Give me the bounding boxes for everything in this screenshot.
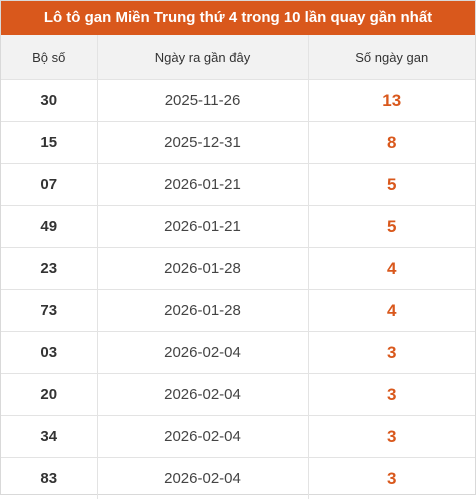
row-date: 2025-12-31: [97, 122, 308, 164]
table-row: 03 2026-02-04 3: [1, 332, 475, 374]
row-days: 4: [308, 290, 475, 332]
row-days: 5: [308, 206, 475, 248]
row-days: 3: [308, 332, 475, 374]
column-header-date: Ngày ra gần đây: [97, 35, 308, 80]
table-row: 34 2026-02-04 3: [1, 416, 475, 458]
row-days: 13: [308, 80, 475, 122]
widget-title: Lô tô gan Miền Trung thứ 4 trong 10 lần …: [1, 1, 475, 35]
row-number: 30: [1, 80, 97, 122]
row-days: 5: [308, 164, 475, 206]
row-number: 03: [1, 332, 97, 374]
row-date: 2026-01-28: [97, 290, 308, 332]
row-date: 2026-01-21: [97, 206, 308, 248]
row-number: 83: [1, 458, 97, 499]
row-number: 34: [1, 416, 97, 458]
table-row: 30 2025-11-26 13: [1, 80, 475, 122]
row-date: 2026-02-04: [97, 374, 308, 416]
column-header-number: Bộ số: [1, 35, 97, 80]
table-header-row: Bộ số Ngày ra gần đây Số ngày gan: [1, 35, 475, 80]
row-days: 3: [308, 374, 475, 416]
table-row: 15 2025-12-31 8: [1, 122, 475, 164]
table-row: 73 2026-01-28 4: [1, 290, 475, 332]
table-row: 49 2026-01-21 5: [1, 206, 475, 248]
column-header-days: Số ngày gan: [308, 35, 475, 80]
row-days: 4: [308, 248, 475, 290]
row-number: 49: [1, 206, 97, 248]
row-number: 20: [1, 374, 97, 416]
row-days: 3: [308, 458, 475, 499]
row-number: 73: [1, 290, 97, 332]
row-date: 2025-11-26: [97, 80, 308, 122]
row-date: 2026-02-04: [97, 332, 308, 374]
row-number: 23: [1, 248, 97, 290]
table-row: 83 2026-02-04 3: [1, 458, 475, 499]
lo-gan-table: Bộ số Ngày ra gần đây Số ngày gan 30 202…: [1, 35, 475, 499]
table-row: 23 2026-01-28 4: [1, 248, 475, 290]
table-row: 20 2026-02-04 3: [1, 374, 475, 416]
row-days: 3: [308, 416, 475, 458]
row-date: 2026-02-04: [97, 416, 308, 458]
row-date: 2026-01-28: [97, 248, 308, 290]
row-days: 8: [308, 122, 475, 164]
row-date: 2026-01-21: [97, 164, 308, 206]
row-number: 07: [1, 164, 97, 206]
row-number: 15: [1, 122, 97, 164]
table-row: 07 2026-01-21 5: [1, 164, 475, 206]
row-date: 2026-02-04: [97, 458, 308, 499]
